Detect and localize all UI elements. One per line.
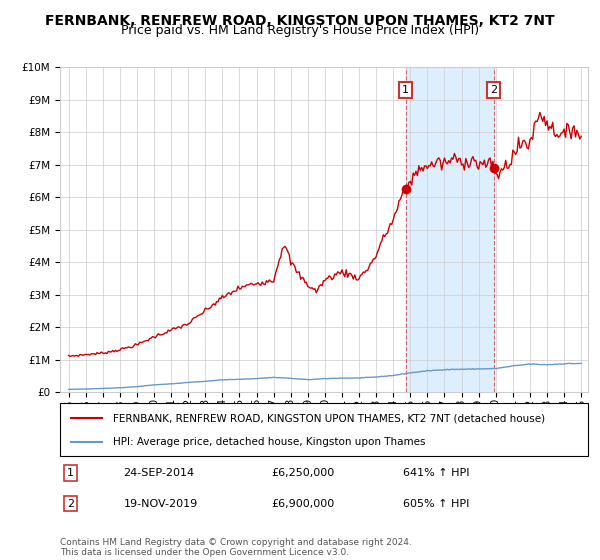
Text: 1: 1 bbox=[67, 468, 74, 478]
Text: 24-SEP-2014: 24-SEP-2014 bbox=[124, 468, 194, 478]
Text: Contains HM Land Registry data © Crown copyright and database right 2024.
This d: Contains HM Land Registry data © Crown c… bbox=[60, 538, 412, 557]
Text: 641% ↑ HPI: 641% ↑ HPI bbox=[403, 468, 470, 478]
Text: HPI: Average price, detached house, Kingston upon Thames: HPI: Average price, detached house, King… bbox=[113, 436, 425, 446]
Text: FERNBANK, RENFREW ROAD, KINGSTON UPON THAMES, KT2 7NT (detached house): FERNBANK, RENFREW ROAD, KINGSTON UPON TH… bbox=[113, 413, 545, 423]
Text: Price paid vs. HM Land Registry's House Price Index (HPI): Price paid vs. HM Land Registry's House … bbox=[121, 24, 479, 37]
Text: FERNBANK, RENFREW ROAD, KINGSTON UPON THAMES, KT2 7NT: FERNBANK, RENFREW ROAD, KINGSTON UPON TH… bbox=[45, 14, 555, 28]
Text: 2: 2 bbox=[67, 498, 74, 508]
Text: £6,250,000: £6,250,000 bbox=[271, 468, 334, 478]
Text: 605% ↑ HPI: 605% ↑ HPI bbox=[403, 498, 470, 508]
Text: 1: 1 bbox=[402, 85, 409, 95]
Bar bbox=[406, 67, 494, 392]
Text: 19-NOV-2019: 19-NOV-2019 bbox=[124, 498, 197, 508]
Text: £6,900,000: £6,900,000 bbox=[271, 498, 334, 508]
Text: 2: 2 bbox=[490, 85, 497, 95]
